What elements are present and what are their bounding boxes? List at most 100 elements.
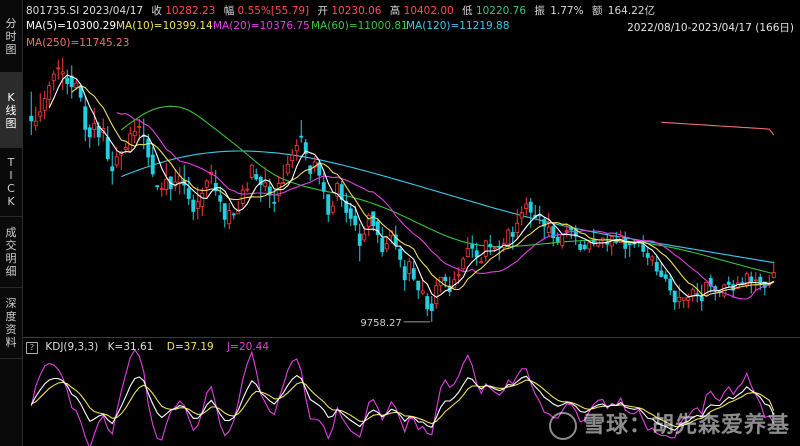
candle-body: [528, 201, 533, 213]
candle-body: [519, 212, 524, 219]
candle-body: [762, 281, 767, 288]
candle-body: [258, 176, 263, 185]
candle-body: [321, 182, 326, 192]
candle-body: [749, 276, 754, 283]
candle-body: [371, 211, 376, 227]
candle-body: [753, 279, 758, 282]
candle-body: [240, 189, 245, 204]
candle-body: [164, 178, 169, 190]
candle-body: [456, 274, 461, 277]
candle-body: [483, 240, 488, 257]
candle-body: [335, 182, 340, 197]
candle-body: [380, 238, 385, 253]
kdj-header: ? KDJ(9,3,3) K=31.61 D=37.19 J=20.44: [26, 341, 269, 354]
help-icon[interactable]: ?: [26, 342, 38, 354]
low-label: 低: [462, 5, 473, 17]
high-label: 高: [389, 5, 401, 17]
kdj-j-line: [30, 349, 775, 446]
candle-body: [555, 236, 560, 242]
candle-body: [60, 71, 65, 75]
watermark: 雪球：胡先森爱养基: [548, 407, 790, 440]
candle-body: [546, 226, 551, 234]
candle-body: [281, 181, 286, 184]
sidebar-tab-3[interactable]: 成交明细: [0, 217, 22, 288]
candle-body: [654, 261, 659, 272]
candle-body: [686, 296, 691, 301]
chart-area[interactable]: 9758.27 801735.SI 2023/04/17 收 10282.23 …: [23, 0, 800, 446]
candle-body: [393, 234, 398, 246]
candle-body: [267, 186, 272, 196]
ma5-label: MA(5)=10300.29: [26, 20, 117, 32]
candle-body: [191, 199, 196, 212]
candle-body: [416, 280, 421, 291]
candle-body: [398, 248, 403, 260]
candle-body: [47, 85, 52, 100]
candle-body: [663, 274, 668, 279]
candle-body: [425, 296, 430, 310]
candle-body: [218, 195, 223, 202]
open-label: 开: [317, 5, 329, 17]
close-value: 10282.23: [165, 5, 216, 17]
candle-body: [263, 182, 268, 187]
candle-body: [510, 232, 515, 237]
candle-body: [204, 180, 209, 188]
symbol: 801735.SI: [26, 5, 80, 17]
candle-body: [146, 138, 151, 158]
candle-body: [128, 133, 133, 152]
candle-body: [213, 182, 218, 192]
amount-value: 164.22亿: [607, 5, 656, 17]
ma10-line: [71, 85, 775, 297]
candle-body: [38, 111, 43, 117]
candle-body: [623, 238, 628, 249]
candle-body: [587, 242, 592, 250]
candle-body: [110, 166, 115, 172]
candle-body: [155, 185, 160, 188]
candle-body: [56, 67, 61, 70]
candle-body: [290, 154, 295, 161]
candle-body: [236, 209, 241, 215]
candle-body: [551, 226, 556, 239]
candle-body: [641, 244, 646, 252]
candle-body: [249, 164, 254, 178]
candle-body: [650, 256, 655, 261]
candle-body: [83, 106, 88, 130]
candle-body: [357, 233, 362, 246]
candle-body: [488, 243, 493, 248]
candle-body: [195, 201, 200, 209]
candle-body: [726, 281, 731, 285]
candle-body: [677, 296, 682, 303]
sidebar-tab-0[interactable]: 分时图: [0, 0, 22, 73]
sidebar-tab-4[interactable]: 深度资料: [0, 288, 22, 359]
candle-body: [690, 289, 695, 297]
candle-body: [330, 205, 335, 213]
quote-date: 2023/04/17: [82, 5, 144, 17]
candle-body: [272, 201, 277, 204]
candle-body: [672, 290, 677, 303]
candle-body: [506, 229, 511, 245]
candle-body: [465, 248, 470, 258]
candle-body: [470, 244, 475, 249]
kline-chart[interactable]: 9758.27: [23, 0, 800, 446]
candle-body: [402, 266, 407, 281]
kdj-j-value: J=20.44: [227, 341, 270, 353]
candle-body: [254, 174, 259, 180]
candle-body: [411, 268, 416, 280]
candle-body: [645, 253, 650, 258]
candle-body: [348, 208, 353, 219]
candle-body: [285, 163, 290, 174]
ma20-label: MA(20)=10376.75: [213, 20, 310, 32]
open-value: 10230.06: [331, 5, 382, 17]
candle-body: [186, 188, 191, 199]
snowball-logo-icon: [548, 412, 577, 440]
candle-body: [245, 188, 250, 191]
candle-body: [65, 77, 70, 84]
candle-body: [740, 282, 745, 285]
candle-body: [353, 215, 358, 226]
candle-body: [708, 278, 713, 287]
candle-body: [227, 210, 232, 225]
ma120-label: MA(120)=11219.88: [406, 20, 510, 32]
kdj-k-value: K=31.61: [107, 341, 154, 353]
